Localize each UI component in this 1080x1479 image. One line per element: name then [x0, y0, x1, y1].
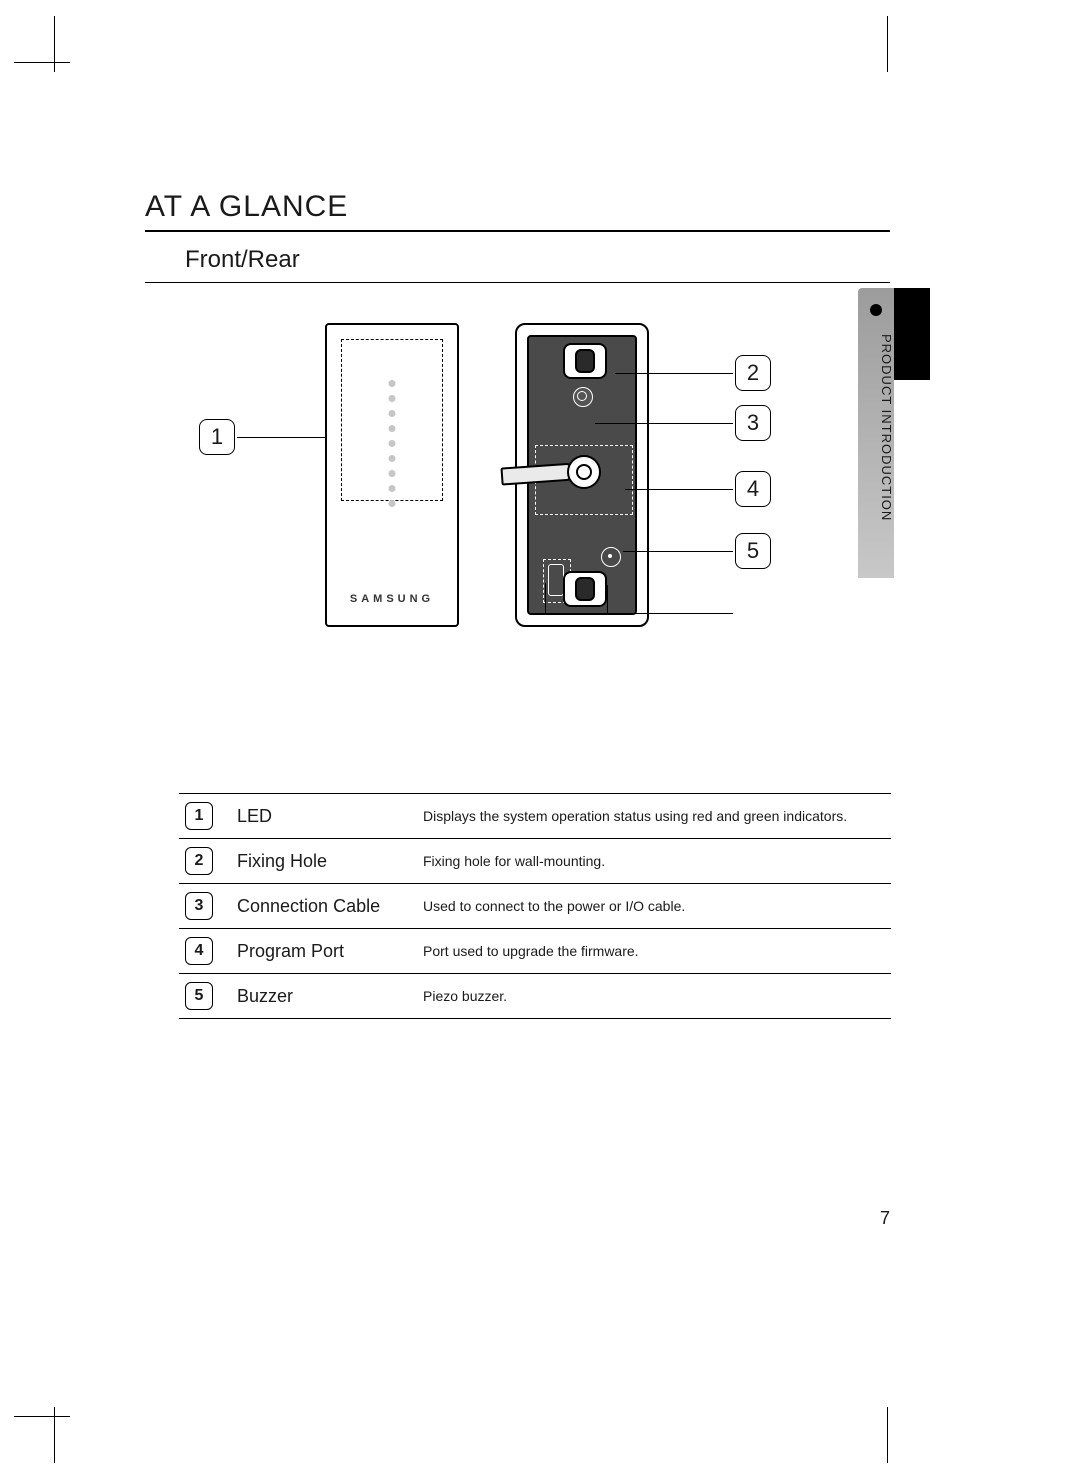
callout-2: 2 [735, 355, 771, 391]
screw-icon [573, 387, 593, 407]
page-number: 7 [880, 1208, 890, 1229]
table-row: 2 Fixing HoleFixing hole for wall-mountin… [179, 839, 891, 884]
leader-line [545, 583, 546, 613]
part-number-badge: 5 [185, 982, 213, 1010]
led-dot-icon [389, 470, 396, 477]
page-content: AT A GLANCE Front/Rear 1 SAMSUNG [145, 190, 890, 1019]
leader-line [625, 489, 733, 490]
part-name: Fixing Hole [231, 839, 417, 884]
table-row: 3 Connection CableUsed to connect to the … [179, 884, 891, 929]
part-name: Buzzer [231, 974, 417, 1019]
cable-port-icon [567, 455, 601, 489]
part-description: Port used to upgrade the firmware. [417, 929, 891, 974]
callout-1: 1 [199, 419, 235, 455]
part-number-badge: 1 [185, 802, 213, 830]
buzzer-icon [601, 547, 621, 567]
leader-line [607, 613, 608, 614]
table-row: 1 LEDDisplays the system operation status… [179, 794, 891, 839]
led-dot-icon [389, 500, 396, 507]
leader-line [595, 423, 733, 424]
brand-label: SAMSUNG [327, 593, 457, 605]
led-dot-icon [389, 425, 396, 432]
part-name: Program Port [231, 929, 417, 974]
led-dot-icon [389, 410, 396, 417]
led-panel [341, 339, 443, 501]
part-name: LED [231, 794, 417, 839]
led-dot-icon [389, 380, 396, 387]
leader-line [623, 551, 733, 552]
leader-line [607, 585, 608, 615]
table-row: 5 BuzzerPiezo buzzer. [179, 974, 891, 1019]
product-diagram: 1 SAMSUNG 2 3 4 5 [145, 323, 890, 703]
leader-line [545, 613, 733, 614]
parts-table: 1 LEDDisplays the system operation status… [179, 793, 891, 1019]
device-front: SAMSUNG [325, 323, 459, 627]
crop-mark [887, 1407, 888, 1463]
part-description: Used to connect to the power or I/O cabl… [417, 884, 891, 929]
crop-mark [54, 16, 55, 72]
part-description: Fixing hole for wall-mounting. [417, 839, 891, 884]
page-edge-bar [894, 288, 930, 380]
device-rear-inner [527, 335, 637, 615]
leader-line [615, 373, 733, 374]
part-description: Displays the system operation status usi… [417, 794, 891, 839]
crop-mark [14, 1416, 70, 1417]
fixing-hole-top [563, 343, 607, 379]
part-number-badge: 4 [185, 937, 213, 965]
callout-5: 5 [735, 533, 771, 569]
crop-mark [14, 62, 70, 63]
led-dot-icon [389, 455, 396, 462]
section-title: AT A GLANCE [145, 190, 890, 232]
callout-4: 4 [735, 471, 771, 507]
crop-mark [887, 16, 888, 72]
part-number-badge: 3 [185, 892, 213, 920]
led-dot-icon [389, 395, 396, 402]
leader-line [237, 437, 337, 438]
table-row: 4 Program PortPort used to upgrade the fi… [179, 929, 891, 974]
subsection-title: Front/Rear [145, 246, 890, 283]
led-dot-icon [389, 440, 396, 447]
part-number-badge: 2 [185, 847, 213, 875]
part-name: Connection Cable [231, 884, 417, 929]
part-description: Piezo buzzer. [417, 974, 891, 1019]
fixing-hole-bottom [563, 571, 607, 607]
led-dot-icon [389, 485, 396, 492]
callout-3: 3 [735, 405, 771, 441]
device-rear [515, 323, 649, 627]
